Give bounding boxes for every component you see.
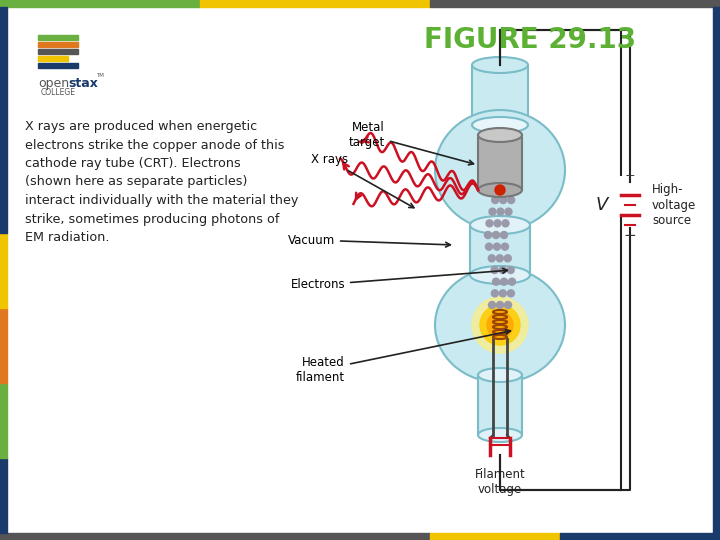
Text: −: −: [624, 228, 636, 243]
Ellipse shape: [435, 110, 565, 230]
Circle shape: [500, 278, 508, 285]
Circle shape: [492, 197, 499, 204]
Bar: [38, 56, 68, 61]
Text: Metal
target: Metal target: [348, 121, 474, 165]
Circle shape: [500, 197, 507, 204]
Circle shape: [472, 297, 528, 353]
Text: Heated
filament: Heated filament: [296, 329, 510, 384]
Circle shape: [500, 232, 508, 239]
Bar: [430, 533, 560, 540]
Circle shape: [496, 255, 503, 262]
Text: Filament
voltage: Filament voltage: [474, 468, 526, 496]
Circle shape: [508, 290, 514, 297]
Text: FIGURE 29.13: FIGURE 29.13: [424, 26, 636, 54]
Bar: [470, 225, 530, 275]
Circle shape: [492, 278, 500, 285]
Bar: [560, 533, 720, 540]
Text: High-
voltage
source: High- voltage source: [652, 184, 696, 226]
Circle shape: [495, 185, 505, 195]
Bar: [0, 308, 7, 383]
Circle shape: [486, 220, 493, 227]
Bar: [0, 383, 7, 458]
Circle shape: [487, 312, 513, 338]
Circle shape: [497, 301, 503, 308]
Ellipse shape: [472, 57, 528, 73]
Ellipse shape: [470, 216, 530, 234]
Text: stax: stax: [68, 77, 98, 90]
Circle shape: [488, 255, 495, 262]
Bar: [0, 0, 200, 7]
Ellipse shape: [470, 266, 530, 284]
Circle shape: [504, 255, 511, 262]
Circle shape: [493, 243, 500, 250]
Circle shape: [485, 243, 492, 250]
Circle shape: [494, 220, 501, 227]
Bar: [0, 533, 430, 540]
Ellipse shape: [478, 428, 522, 442]
Ellipse shape: [478, 128, 522, 142]
Circle shape: [502, 220, 509, 227]
Bar: [478, 375, 522, 435]
Ellipse shape: [478, 368, 522, 382]
Circle shape: [508, 278, 516, 285]
Circle shape: [485, 232, 492, 239]
Circle shape: [500, 290, 506, 297]
Text: Electrons: Electrons: [290, 268, 508, 292]
Text: COLLEGE: COLLEGE: [40, 88, 76, 97]
Circle shape: [505, 208, 512, 215]
Bar: [478, 135, 522, 190]
Ellipse shape: [472, 117, 528, 133]
Circle shape: [480, 305, 520, 345]
Circle shape: [489, 208, 496, 215]
Text: Vacuum: Vacuum: [288, 233, 451, 247]
Circle shape: [491, 267, 498, 273]
Circle shape: [507, 267, 514, 273]
Circle shape: [501, 243, 508, 250]
Circle shape: [505, 301, 511, 308]
Text: X rays: X rays: [311, 153, 414, 208]
Text: open: open: [38, 77, 69, 90]
Circle shape: [499, 267, 506, 273]
Circle shape: [488, 301, 495, 308]
Circle shape: [497, 208, 504, 215]
Bar: [200, 0, 430, 7]
Bar: [472, 65, 528, 125]
Bar: [0, 233, 7, 308]
Text: V: V: [596, 196, 608, 214]
Text: X rays are produced when energetic
electrons strike the copper anode of this
cat: X rays are produced when energetic elect…: [25, 120, 298, 244]
Bar: [713, 7, 720, 533]
Text: +: +: [625, 169, 635, 182]
Ellipse shape: [478, 183, 522, 197]
Bar: [38, 42, 78, 47]
Bar: [0, 458, 7, 533]
Bar: [430, 0, 720, 7]
Bar: [38, 49, 78, 54]
Circle shape: [492, 232, 500, 239]
Text: TM: TM: [96, 73, 104, 78]
Bar: [0, 7, 7, 233]
Ellipse shape: [435, 267, 565, 382]
Circle shape: [491, 290, 498, 297]
Bar: [38, 63, 78, 68]
Bar: [38, 35, 78, 40]
Circle shape: [508, 197, 515, 204]
